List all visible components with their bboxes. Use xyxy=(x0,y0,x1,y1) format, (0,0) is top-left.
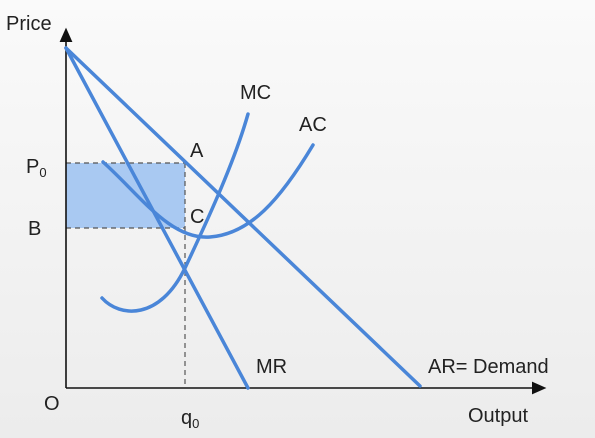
origin-label: O xyxy=(44,393,60,415)
q0-sub: 0 xyxy=(192,416,199,431)
mc-curve xyxy=(100,112,250,313)
ac-label: AC xyxy=(299,114,327,136)
p0-sub: 0 xyxy=(39,165,46,180)
profit-area xyxy=(66,163,185,228)
point-c-label: C xyxy=(190,206,204,228)
point-a-label: A xyxy=(190,140,204,162)
ar-label: AR= Demand xyxy=(428,356,549,378)
q0-main: q xyxy=(181,407,192,429)
ac-curve xyxy=(101,143,315,239)
b-label: B xyxy=(28,218,41,240)
x-axis-label: Output xyxy=(468,405,528,427)
mr-label: MR xyxy=(256,356,287,378)
y-axis-label: Price xyxy=(6,13,52,35)
p0-label: P0 xyxy=(26,156,47,180)
mc-label: MC xyxy=(240,82,271,104)
ar-curve xyxy=(64,46,422,388)
mr-curve xyxy=(64,46,250,390)
q0-label: q0 xyxy=(181,407,199,431)
p0-main: P xyxy=(26,156,39,178)
